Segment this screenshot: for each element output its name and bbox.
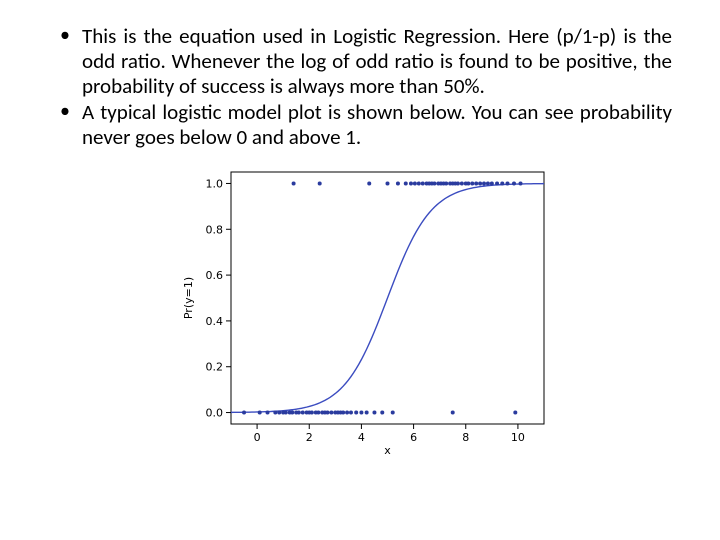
svg-text:0.4: 0.4 bbox=[206, 315, 224, 328]
svg-text:0.2: 0.2 bbox=[206, 361, 224, 374]
svg-text:4: 4 bbox=[358, 431, 365, 444]
chart-container: 0 2 4 6 8 10 0.0 0.2 0.4 0.6 0.8 1.0 x Pr(y=1) bbox=[60, 160, 672, 460]
svg-text:Pr(y=1): Pr(y=1) bbox=[182, 277, 195, 319]
svg-text:8: 8 bbox=[462, 431, 469, 444]
svg-text:2: 2 bbox=[306, 431, 313, 444]
svg-text:x: x bbox=[384, 444, 391, 457]
svg-text:0.0: 0.0 bbox=[206, 406, 224, 419]
logistic-chart: 0 2 4 6 8 10 0.0 0.2 0.4 0.6 0.8 1.0 x Pr(y=1) bbox=[176, 160, 556, 460]
svg-text:0.6: 0.6 bbox=[206, 269, 224, 282]
bullet-item: This is the equation used in Logistic Re… bbox=[60, 24, 672, 98]
slide: This is the equation used in Logistic Re… bbox=[0, 0, 720, 540]
svg-text:10: 10 bbox=[511, 431, 525, 444]
bullet-list: This is the equation used in Logistic Re… bbox=[60, 24, 672, 150]
svg-text:6: 6 bbox=[410, 431, 417, 444]
svg-text:1.0: 1.0 bbox=[206, 177, 224, 190]
svg-text:0: 0 bbox=[254, 431, 261, 444]
svg-text:0.8: 0.8 bbox=[206, 223, 224, 236]
bullet-item: A typical logistic model plot is shown b… bbox=[60, 100, 672, 150]
